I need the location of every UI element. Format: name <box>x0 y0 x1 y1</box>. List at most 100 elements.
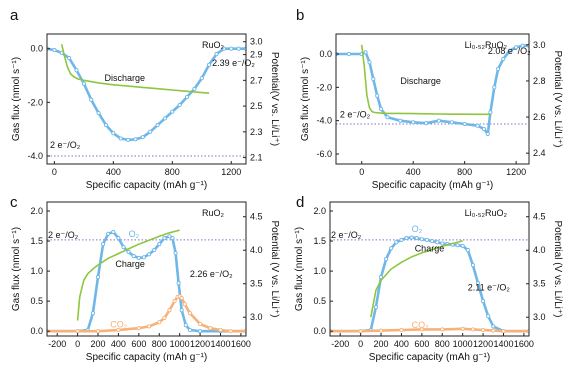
data-point-o2 <box>157 242 162 247</box>
panel-letter: c <box>10 194 18 211</box>
annotation-co2: CO₂ <box>412 320 430 330</box>
data-point-gas <box>177 102 182 108</box>
data-point-o2 <box>116 236 121 241</box>
panel-title: Li₀.₅₂RuO₂ <box>465 208 508 218</box>
data-point-gas <box>481 126 487 132</box>
panel-c: c -200 0 200 400 600 800 1000 1200 1400 1600 0.0 0.5… <box>10 194 280 363</box>
data-point-gas <box>496 66 501 72</box>
panel-title: Li₀.₅₂RuO₂ <box>465 40 508 50</box>
annotation-o2: O₂ <box>412 224 423 234</box>
y-tick-label: 2.0 <box>313 206 326 216</box>
x-tick-label: 400 <box>406 167 421 177</box>
data-point-o2 <box>378 275 384 280</box>
data-point-o2 <box>183 323 188 328</box>
series-gas-line <box>47 47 246 142</box>
data-point-o2 <box>465 248 470 253</box>
data-point-co2 <box>460 326 465 331</box>
y-tick-label: 1.0 <box>30 266 43 276</box>
data-point-gas <box>170 109 175 114</box>
data-point-gas <box>126 137 131 142</box>
data-point-o2 <box>435 240 440 245</box>
data-point-gas <box>436 118 441 123</box>
data-point-o2 <box>409 235 414 240</box>
x-tick-label: 800 <box>152 339 167 349</box>
x-tick-label: 200 <box>374 339 389 349</box>
data-point-o2 <box>399 237 404 242</box>
x-tick-label: 400 <box>394 339 409 349</box>
x-tick-label: 0 <box>52 167 57 177</box>
y-tick-label: -2.0 <box>316 82 332 92</box>
data-point-o2 <box>424 237 429 242</box>
data-point-co2 <box>419 327 424 332</box>
data-point-gas <box>411 120 416 125</box>
y2-tick-label: 3.5 <box>533 279 546 289</box>
series-co2-line <box>47 294 246 333</box>
data-point-gas <box>236 46 241 51</box>
plot-area <box>47 44 246 142</box>
annotation-charge: Charge <box>415 243 445 253</box>
y-tick-label: -2.0 <box>27 97 43 107</box>
data-point-o2 <box>121 245 126 250</box>
y-tick-label: 1.5 <box>30 236 43 246</box>
data-point-co2 <box>440 327 445 332</box>
data-point-gas <box>192 86 197 91</box>
data-point-o2 <box>170 236 175 241</box>
annotation-2-e-o2: 2 e⁻/O₂ <box>331 230 362 240</box>
data-point-gas <box>378 106 384 112</box>
y-axis-label: Gas flux (nmol s⁻¹) <box>11 57 22 141</box>
data-point-o2 <box>95 275 101 280</box>
y-tick-label: 1.0 <box>313 266 326 276</box>
data-point-co2 <box>182 302 187 307</box>
data-point-co2 <box>136 326 141 331</box>
series-potential-line <box>360 44 491 116</box>
data-point-gas <box>492 85 497 90</box>
x-tick-label: 800 <box>165 167 180 177</box>
data-point-o2 <box>136 255 141 260</box>
x-tick-label: -200 <box>331 339 349 349</box>
data-point-co2 <box>162 315 167 321</box>
y-axis-label: Gas flux (nmol s⁻¹) <box>294 227 305 311</box>
data-point-gas <box>214 52 219 57</box>
y2-tick-label: 4.0 <box>533 245 546 255</box>
y2-tick-label: 3.0 <box>250 312 263 322</box>
data-point-gas <box>501 56 506 62</box>
y-tick-label: -4.0 <box>27 151 43 161</box>
data-point-co2 <box>501 329 506 334</box>
x-axis-label: Specific capacity (mAh g⁻¹) <box>369 352 490 363</box>
annotation-discharge: Discharge <box>104 73 145 83</box>
panel-a: a 0 400 800 1200 0.0 -2.0 -4.0 2.1 2.3 2.5 2.7 2.9 3.… <box>10 7 280 191</box>
data-point-co2 <box>157 320 162 325</box>
data-point-co2 <box>147 324 152 329</box>
x-tick-label: 600 <box>414 339 429 349</box>
data-point-gas <box>133 137 138 142</box>
data-point-gas <box>140 135 145 140</box>
data-point-o2 <box>414 236 419 241</box>
panel-letter: d <box>296 194 304 211</box>
annotation-2-e-o2: 2 e⁻/O₂ <box>48 230 79 240</box>
y2-tick-label: 3.0 <box>533 40 546 50</box>
data-point-o2 <box>106 231 111 236</box>
panel-title: RuO₂ <box>202 40 225 50</box>
plot-frame <box>46 201 247 337</box>
y2-tick-label: 2.6 <box>533 112 546 122</box>
annotation-charge: Charge <box>115 259 145 269</box>
data-point-co2 <box>470 327 475 332</box>
data-point-gas <box>371 76 376 82</box>
data-point-o2 <box>455 243 460 248</box>
data-point-gas <box>367 60 372 65</box>
data-point-co2 <box>228 329 233 334</box>
data-point-gas <box>346 51 351 57</box>
data-point-o2 <box>147 252 152 257</box>
data-point-o2 <box>167 234 172 239</box>
data-point-co2 <box>75 329 80 334</box>
x-tick-label: 400 <box>106 167 121 177</box>
y2-tick-label: 2.7 <box>250 75 263 85</box>
y2-tick-label: 2.1 <box>250 153 263 163</box>
y-tick-label: 0.0 <box>319 49 332 59</box>
data-point-gas <box>148 129 153 134</box>
data-point-o2 <box>475 281 481 286</box>
x-tick-label: 200 <box>91 339 106 349</box>
y2-tick-label: 3.0 <box>250 37 263 47</box>
data-point-o2 <box>101 242 106 247</box>
data-point-o2 <box>179 308 184 313</box>
